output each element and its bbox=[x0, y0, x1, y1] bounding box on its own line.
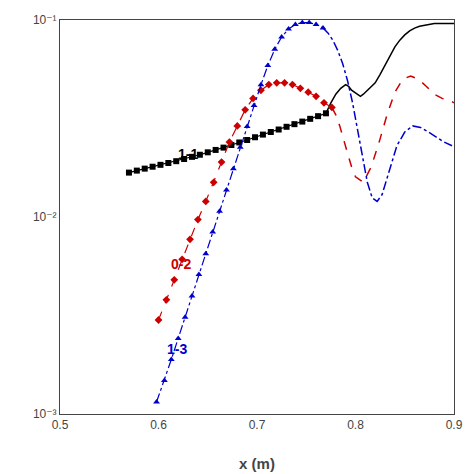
svg-text:0-2: 0-2 bbox=[171, 256, 191, 272]
svg-text:10⁻³: 10⁻³ bbox=[33, 407, 57, 421]
svg-text:10⁻¹: 10⁻¹ bbox=[33, 13, 57, 27]
svg-text:10⁻²: 10⁻² bbox=[33, 210, 57, 224]
svg-text:0.8: 0.8 bbox=[347, 418, 364, 432]
svg-text:x (m): x (m) bbox=[239, 455, 275, 472]
svg-text:0.6: 0.6 bbox=[150, 418, 167, 432]
svg-text:1-3: 1-3 bbox=[167, 341, 187, 357]
svg-text:0.5: 0.5 bbox=[52, 418, 69, 432]
svg-text:0.7: 0.7 bbox=[249, 418, 266, 432]
svg-text:1-1: 1-1 bbox=[178, 146, 198, 162]
svg-text:0.9: 0.9 bbox=[446, 418, 463, 432]
